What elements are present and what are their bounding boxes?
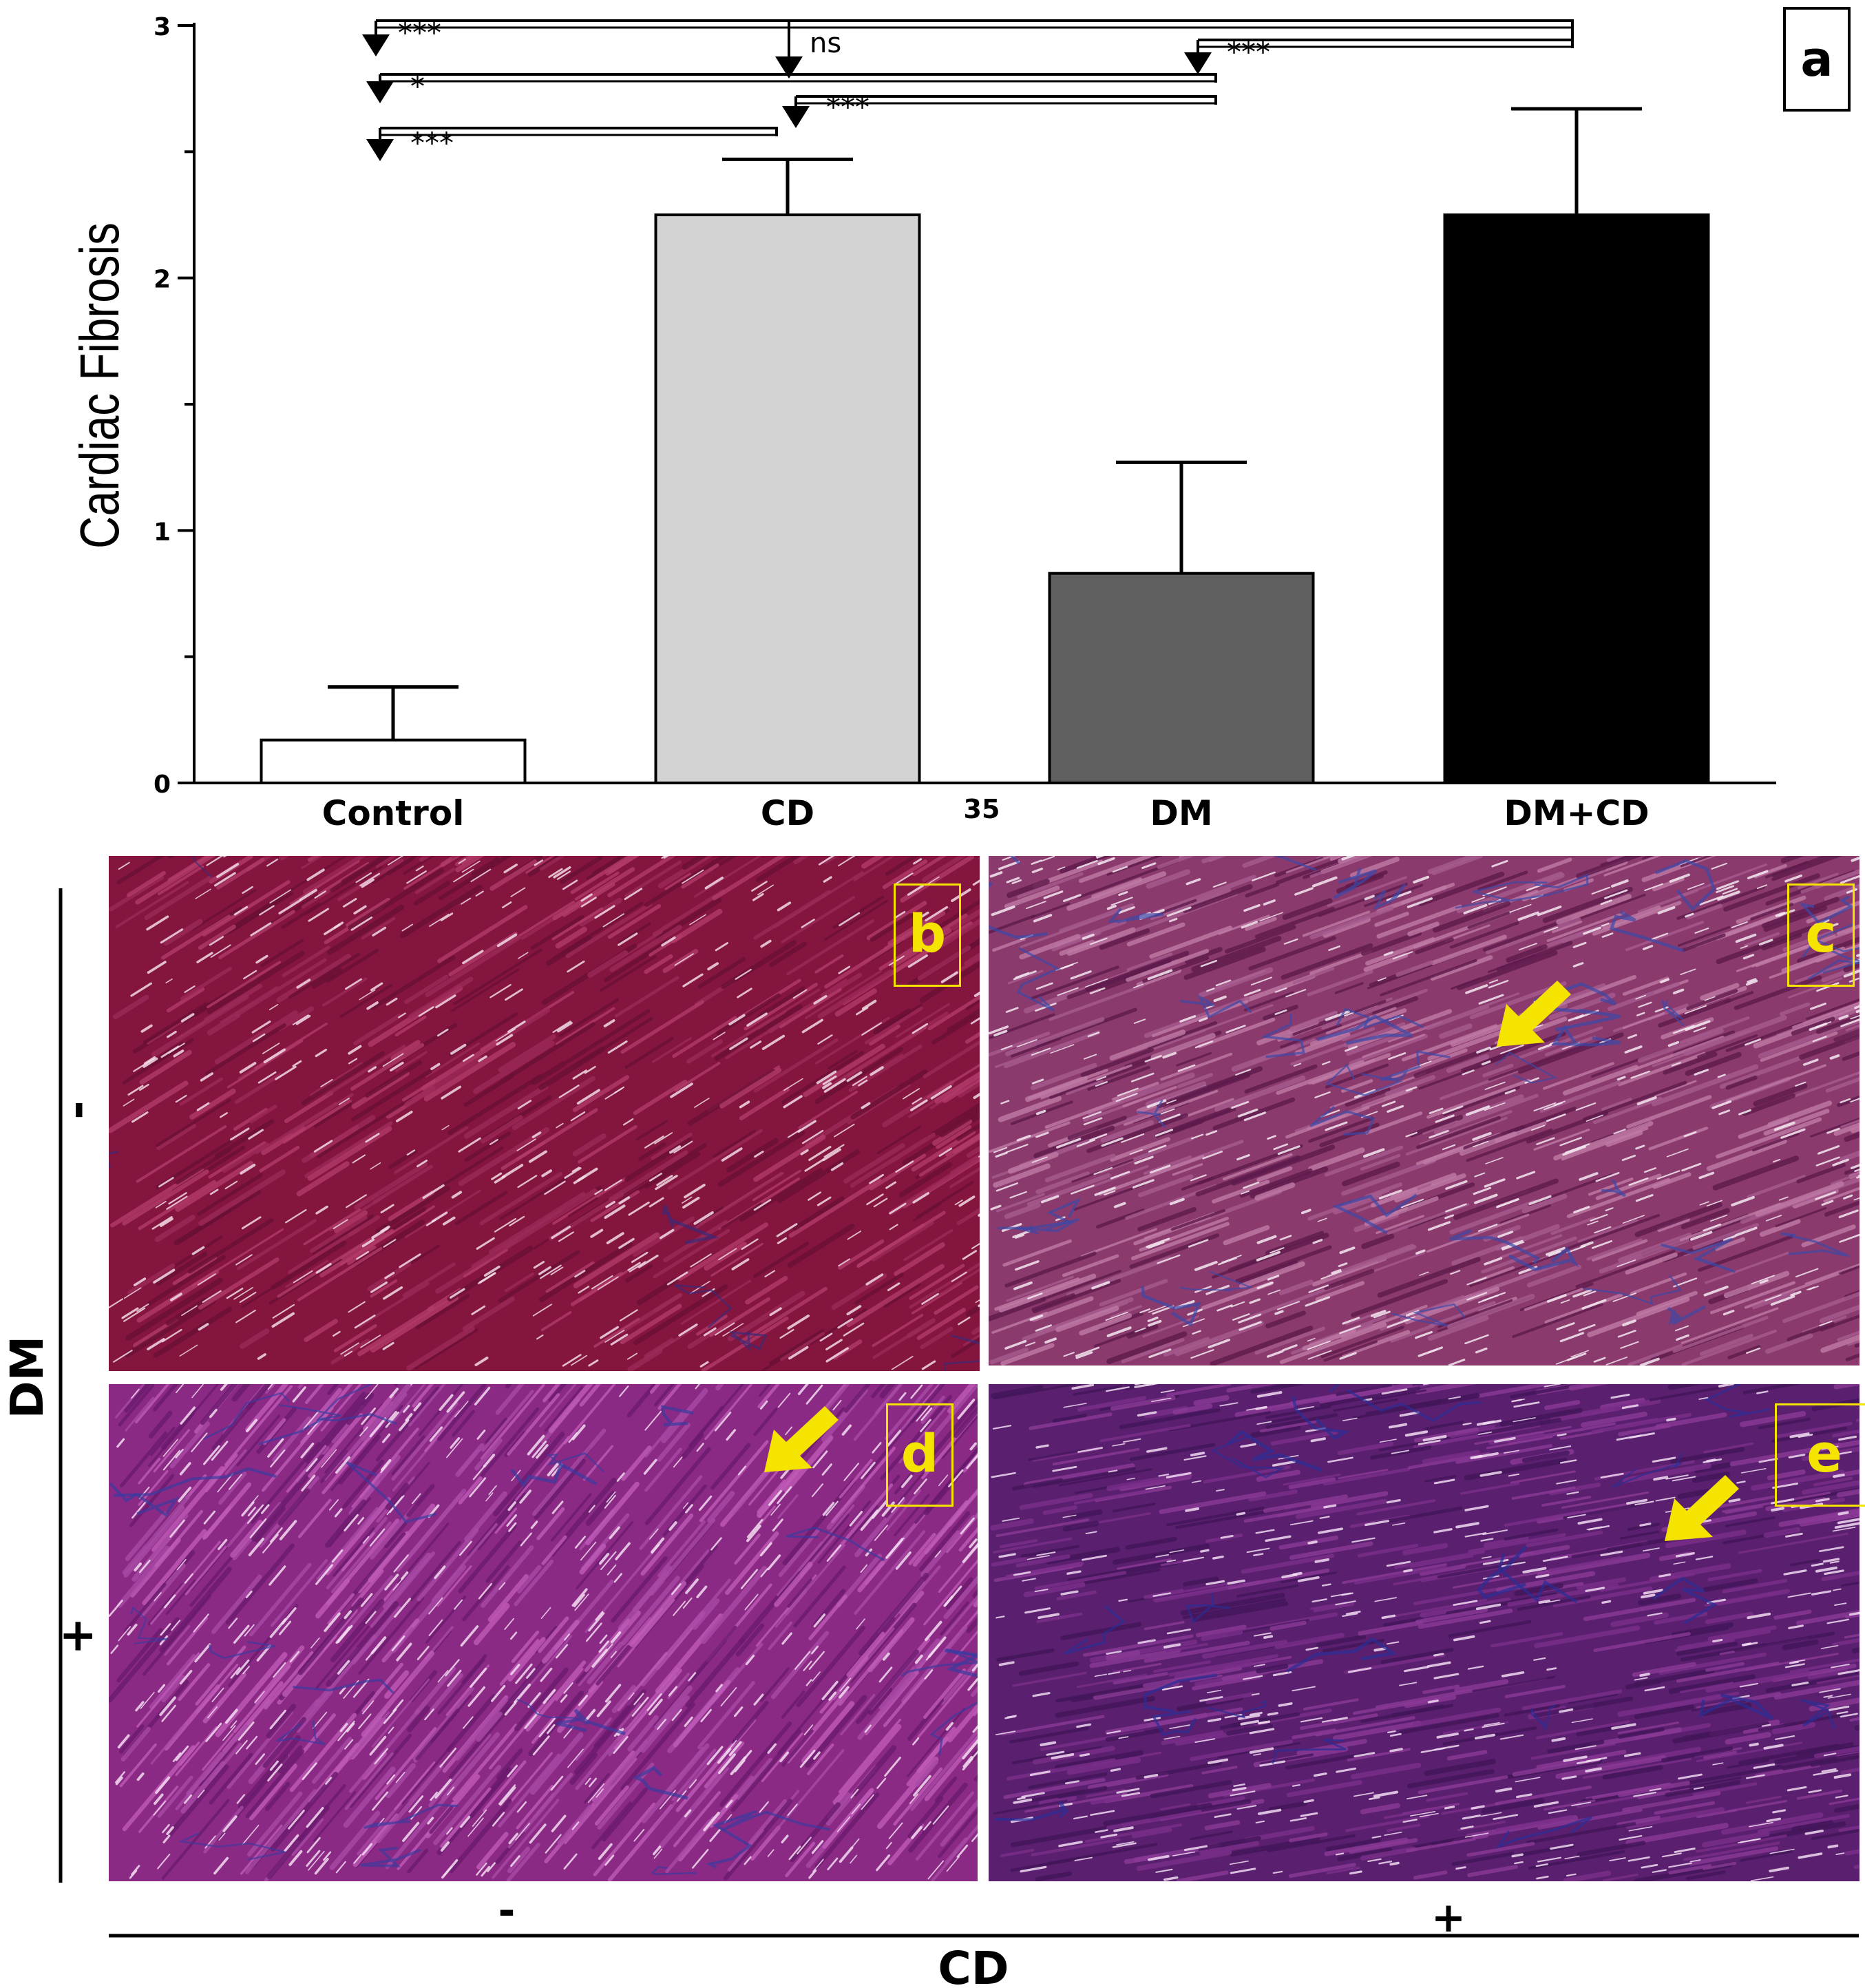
- dm-axis-label: DM: [1, 1336, 54, 1419]
- arrowhead-icon: [1184, 52, 1212, 74]
- y-tick-label: 2: [154, 266, 171, 294]
- arrowhead-icon: [782, 106, 810, 128]
- significance-brackets: *******ns******: [362, 16, 1574, 161]
- category-label-dm-cd: DM+CD: [1504, 793, 1649, 833]
- stray-label: 35: [964, 794, 1000, 824]
- x-category-labels: Control CD DM DM+CD: [322, 793, 1650, 833]
- bar-cd: [654, 213, 921, 784]
- chart-error-bars: [328, 107, 1642, 740]
- arrowhead-icon: [775, 56, 803, 79]
- micrograph-panel-e: [989, 1384, 1859, 1881]
- bar-dm-cd: [1443, 213, 1710, 784]
- bar-dm: [1048, 572, 1315, 785]
- tissue-image-b: [109, 856, 980, 1371]
- y-axis-label: Cardiac Fibrosis: [69, 222, 131, 549]
- significance-label: ***: [410, 126, 454, 160]
- dm-axis: DM - +: [1, 888, 103, 1883]
- significance-label: ***: [398, 16, 441, 50]
- y-tick-label: 3: [154, 13, 171, 41]
- significance-label: ***: [826, 90, 870, 124]
- arrow-icon: [1665, 1475, 1739, 1541]
- tissue-image-c: [989, 856, 1859, 1366]
- comparison-control-vs-dm: *: [366, 70, 1217, 103]
- micrograph-panel-b: [109, 856, 980, 1371]
- panel-label-b: b: [894, 883, 961, 987]
- cd-axis-minus: -: [498, 1887, 516, 1935]
- category-label-cd: CD: [761, 793, 814, 833]
- arrowhead-icon: [362, 34, 390, 56]
- y-tick-label: 0: [154, 771, 171, 799]
- arrowhead-icon: [366, 139, 394, 161]
- arrowhead-icon: [366, 81, 394, 103]
- y-tick-label: 1: [154, 518, 171, 546]
- category-label-dm: DM: [1150, 793, 1212, 833]
- significance-label: ns: [810, 28, 841, 59]
- comparison-control-vs-cd: ***: [366, 126, 778, 161]
- cd-axis-label: CD: [938, 1942, 1009, 1988]
- chart-bars: [260, 213, 1710, 785]
- panel-label-d: d: [886, 1403, 953, 1507]
- comparison-dm-vs-dm-cd: ***: [1184, 35, 1574, 74]
- arrow-icon: [1497, 981, 1571, 1047]
- panel-label-e: e: [1775, 1403, 1865, 1507]
- significance-label: ***: [1227, 35, 1270, 69]
- cd-axis: - + CD: [109, 1887, 1859, 1988]
- panel-label-c: c: [1787, 883, 1855, 987]
- comparison-cd-vs-dm: ***: [782, 90, 1217, 128]
- panel-label-box: [1783, 7, 1851, 112]
- arrow-icon: [764, 1406, 839, 1472]
- category-label-control: Control: [322, 793, 465, 833]
- panel-label-a: a: [1800, 31, 1833, 87]
- bar-control: [260, 738, 527, 784]
- y-tick-labels: 0 1 2 3: [154, 13, 171, 799]
- comparison-cd-vs-dm-cd: ns: [775, 19, 1574, 79]
- micrograph-panel-c: [989, 856, 1859, 1366]
- dm-axis-plus: +: [50, 1617, 103, 1655]
- dm-axis-minus: -: [50, 1100, 103, 1119]
- tissue-image-d: [109, 1384, 978, 1881]
- tissue-image-e: [989, 1384, 1859, 1881]
- significance-label: *: [410, 70, 425, 103]
- cd-axis-plus: +: [1431, 1894, 1466, 1942]
- micrograph-panel-d: [109, 1384, 978, 1881]
